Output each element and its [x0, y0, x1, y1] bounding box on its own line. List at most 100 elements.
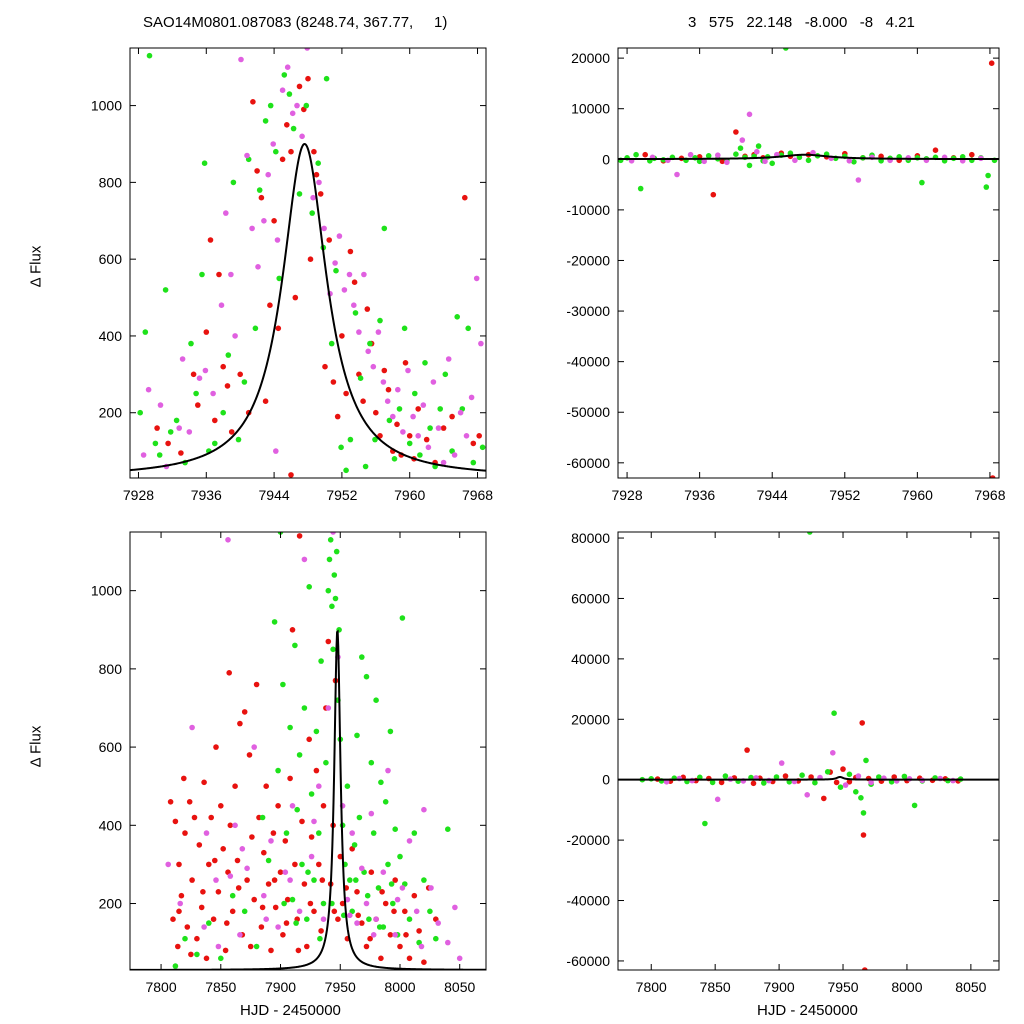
green-point	[281, 72, 288, 78]
green-point	[465, 325, 472, 332]
red-point	[247, 943, 254, 950]
green-point	[761, 780, 767, 786]
y-tick-label: -20000	[566, 832, 610, 848]
red-point	[710, 191, 717, 198]
red-point	[261, 849, 267, 856]
green-point	[737, 145, 744, 151]
violet-point	[413, 908, 420, 915]
violet-point	[846, 158, 853, 164]
red-point	[733, 129, 739, 135]
red-point	[253, 681, 260, 688]
x-tick-label: 7944	[757, 487, 788, 503]
red-point	[268, 947, 274, 954]
x-tick-label: 8000	[384, 979, 415, 995]
green-point	[470, 459, 477, 466]
violet-point	[239, 846, 246, 852]
green-point	[142, 329, 149, 335]
red-point	[782, 773, 789, 779]
y-tick-label: -50000	[566, 404, 610, 420]
violet-point	[370, 932, 377, 938]
red-point	[176, 908, 182, 915]
violet-point	[451, 452, 458, 458]
violet-point	[405, 367, 411, 374]
green-point	[705, 153, 712, 159]
red-point	[222, 947, 229, 954]
green-point	[901, 773, 908, 780]
red-point	[229, 908, 236, 915]
x-tick-label: 7850	[205, 979, 236, 995]
violet-point	[354, 920, 360, 926]
green-point	[252, 325, 259, 332]
x-tick-label: 7928	[611, 487, 642, 503]
violet-point	[255, 264, 261, 270]
red-point	[235, 885, 242, 891]
red-point	[226, 670, 232, 676]
violet-point	[316, 783, 322, 789]
red-point	[271, 218, 277, 224]
data-points	[130, 532, 486, 970]
green-point	[212, 440, 218, 447]
green-point	[696, 158, 703, 165]
violet-point	[792, 157, 798, 164]
red-point	[201, 779, 207, 786]
green-point	[863, 757, 869, 764]
red-point	[406, 433, 413, 439]
green-point	[479, 444, 486, 451]
violet-point	[375, 329, 382, 335]
red-point	[423, 436, 430, 443]
red-point	[198, 904, 205, 911]
red-point	[271, 877, 278, 883]
red-point	[190, 371, 197, 378]
green-point	[267, 102, 274, 109]
violet-point	[418, 943, 425, 950]
green-point	[357, 375, 364, 382]
violet-point	[445, 939, 451, 946]
violet-point	[289, 803, 296, 809]
violet-point	[261, 218, 267, 224]
x-tick-label: 7936	[191, 487, 222, 503]
green-point	[333, 267, 339, 274]
red-point	[808, 774, 814, 780]
red-point	[367, 935, 373, 942]
violet-point	[370, 363, 377, 370]
violet-point	[356, 329, 362, 335]
violet-point	[452, 904, 458, 911]
green-point	[206, 920, 212, 926]
red-point	[311, 148, 317, 155]
violet-point	[263, 916, 270, 922]
green-point	[417, 452, 423, 458]
red-point	[304, 943, 310, 950]
red-point	[267, 302, 273, 309]
violet-point	[421, 806, 427, 813]
red-point	[203, 329, 210, 335]
red-point	[259, 904, 266, 911]
green-point	[637, 185, 644, 192]
red-point	[311, 908, 317, 915]
red-point	[932, 147, 939, 153]
green-point	[137, 409, 143, 416]
green-point	[406, 440, 413, 447]
violet-point	[420, 402, 427, 408]
violet-point	[373, 916, 379, 922]
violet-point	[830, 750, 836, 756]
violet-point	[304, 48, 310, 51]
green-point	[352, 310, 359, 316]
green-point	[201, 160, 208, 166]
green-point	[316, 830, 322, 836]
green-point	[858, 795, 864, 801]
red-point	[301, 881, 308, 887]
violet-point	[346, 271, 353, 278]
violet-point	[715, 152, 721, 158]
green-point	[332, 595, 339, 602]
red-point	[154, 425, 160, 431]
red-point	[175, 943, 181, 950]
red-point	[334, 413, 341, 420]
green-point	[983, 184, 990, 190]
x-tick-label: 7960	[902, 487, 933, 503]
violet-point	[855, 177, 862, 183]
x-tick-label: 7928	[123, 487, 154, 503]
green-point	[328, 340, 335, 347]
green-point	[846, 771, 853, 778]
green-point	[422, 360, 428, 366]
